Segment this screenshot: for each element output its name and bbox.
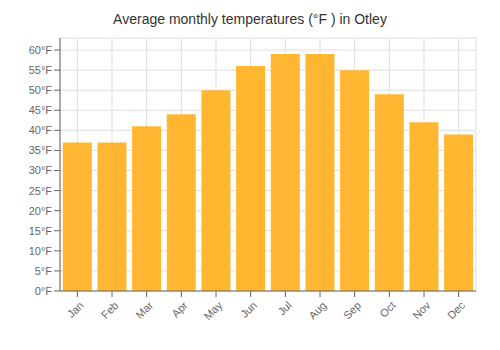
svg-text:Sep: Sep: [341, 299, 363, 321]
html-text:Average monthly temperatures (: Average monthly temperatures (°F ) in Ot…: [113, 11, 387, 27]
svg-text:15°F: 15°F: [29, 225, 53, 237]
svg-text:Feb: Feb: [99, 299, 121, 321]
svg-text:Apr: Apr: [169, 299, 190, 320]
svg-text:Dec: Dec: [445, 299, 468, 322]
svg-text:40°F: 40°F: [29, 124, 53, 136]
svg-text:Mar: Mar: [133, 299, 155, 321]
svg-text:50°F: 50°F: [29, 84, 53, 96]
svg-text:May: May: [201, 299, 225, 323]
svg-text:25°F: 25°F: [29, 185, 53, 197]
svg-text:Jun: Jun: [238, 299, 259, 320]
svg-text:20°F: 20°F: [29, 205, 53, 217]
svg-text:0°F: 0°F: [35, 285, 53, 297]
svg-text:55°F: 55°F: [29, 64, 53, 76]
svg-text:Oct: Oct: [377, 299, 398, 320]
svg-text:60°F: 60°F: [29, 44, 53, 56]
svg-text:35°F: 35°F: [29, 144, 53, 156]
svg-text:Jul: Jul: [275, 299, 293, 317]
svg-text:30°F: 30°F: [29, 164, 53, 176]
svg-text:45°F: 45°F: [29, 104, 53, 116]
svg-text:Nov: Nov: [410, 299, 433, 322]
svg-text:Aug: Aug: [306, 299, 328, 321]
svg-text:Jan: Jan: [65, 299, 86, 320]
svg-text:10°F: 10°F: [29, 245, 53, 257]
svg-text:5°F: 5°F: [35, 265, 53, 277]
